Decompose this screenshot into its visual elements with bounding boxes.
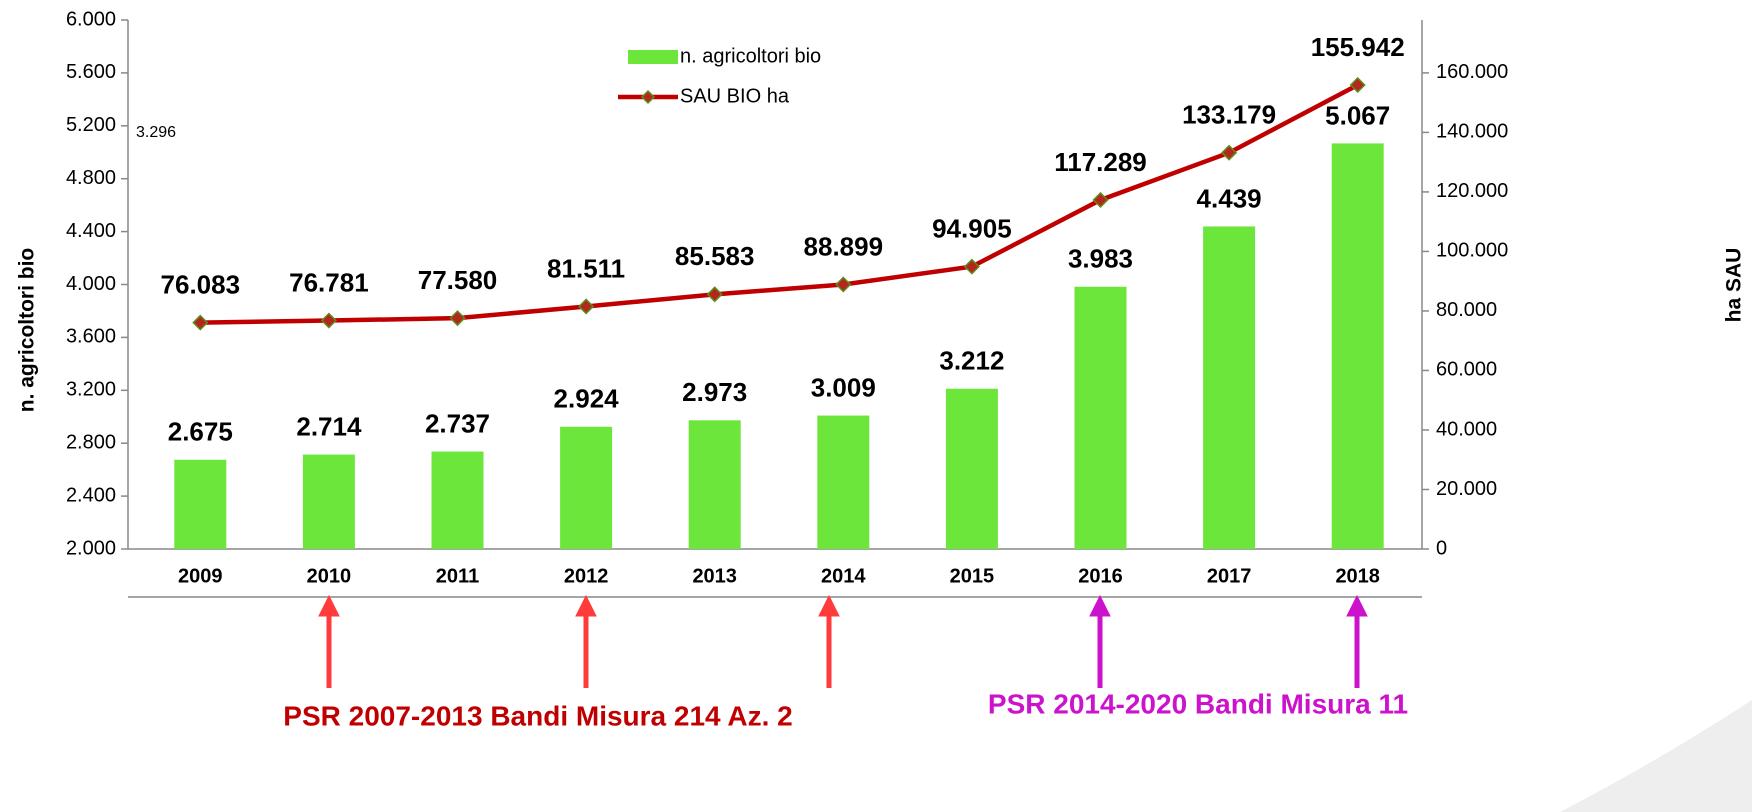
bar [1331,143,1384,549]
y2-tick-label: 80.000 [1436,299,1497,321]
y-tick-label: 2.800 [66,431,116,453]
y-tick-label: 6.000 [66,8,116,30]
arrow-head [318,594,340,617]
x-tick-label: 2018 [1335,565,1380,587]
marker [1221,144,1238,161]
data-label: 2.675 [168,417,233,447]
y-tick-label: 5.600 [66,61,116,83]
y-axis-title: n. agricoltori bio [16,248,39,413]
legend-label: SAU BIO ha [680,85,790,107]
data-label: 3.983 [1068,244,1133,274]
bar [1074,286,1127,549]
x-tick-label: 2016 [1078,565,1123,587]
data-label: 2.924 [554,384,620,414]
marker [963,258,980,275]
x-tick-label: 2010 [307,565,352,587]
x-tick-label: 2013 [692,565,737,587]
y2-tick-label: 20.000 [1436,478,1497,500]
data-label: 133.179 [1182,100,1276,130]
y-tick-label: 2.400 [66,484,116,506]
data-label: 2.714 [296,411,362,441]
data-label: 117.289 [1054,147,1147,177]
marker [192,314,209,331]
data-label: 3.212 [939,346,1004,376]
bar [431,451,484,549]
arrow-head [1089,594,1111,617]
stray-label: 3.296 [136,124,176,141]
legend-label: n. agricoltori bio [680,45,821,67]
arrows [318,594,1368,688]
marker [578,298,595,315]
x-tick-label: 2012 [564,565,609,587]
y-tick-label: 3.200 [66,379,116,401]
legend-swatch [628,50,678,64]
y2-tick-label: 0 [1436,537,1447,559]
data-label: 76.781 [289,267,369,297]
y-tick-label: 2.000 [66,537,116,559]
y2-axis-title: ha SAU [1723,248,1746,323]
bar [817,415,870,549]
data-label: 76.083 [161,269,241,299]
bar [688,420,741,549]
data-label: 85.583 [675,241,755,271]
data-label: 81.511 [547,253,625,283]
data-label: 5.067 [1325,100,1390,130]
y2-tick-label: 100.000 [1436,240,1508,262]
bar [560,426,613,549]
x-tick-label: 2017 [1207,565,1252,587]
data-label: 2.737 [425,408,490,438]
annotation: PSR 2007-2013 Bandi Misura 214 Az. 2 [283,700,792,731]
y-tick-label: 4.800 [66,167,116,189]
legend-marker [640,89,656,105]
annotation: PSR 2014-2020 Bandi Misura 11 [988,688,1408,719]
y2-tick-label: 160.000 [1436,61,1508,83]
marker [706,286,723,303]
y-tick-label: 4.000 [66,273,116,295]
bar [174,459,227,549]
bar [1203,226,1256,549]
y2-tick-label: 60.000 [1436,359,1497,381]
marker [1349,76,1366,94]
data-label: 88.899 [804,231,884,261]
marker [1092,191,1109,209]
y2-tick-label: 120.000 [1436,180,1508,202]
line [200,82,1359,325]
x-tick-label: 2009 [178,565,223,587]
data-label: 3.009 [811,372,876,402]
arrow-head [818,594,840,617]
bar [945,388,998,549]
y-tick-label: 5.200 [66,114,116,136]
data-label: 94.905 [932,213,1012,243]
y-tick-label: 4.400 [66,220,116,242]
decoration [1560,700,1752,812]
y2-tick-label: 140.000 [1436,121,1508,143]
data-label: 77.580 [418,265,498,295]
marker [320,312,337,329]
y2-tick-label: 40.000 [1436,418,1497,440]
arrow-head [575,594,597,617]
arrow-head [1346,594,1368,617]
marker [449,310,466,327]
x-tick-label: 2011 [436,565,479,587]
data-label: 2.973 [682,377,747,407]
x-tick-label: 2014 [821,565,866,587]
data-label: 155.942 [1311,32,1405,62]
marker [835,276,852,293]
x-tick-label: 2015 [950,565,995,587]
bar [302,454,355,549]
data-label: 4.439 [1197,183,1262,213]
y-tick-label: 3.600 [66,326,116,348]
